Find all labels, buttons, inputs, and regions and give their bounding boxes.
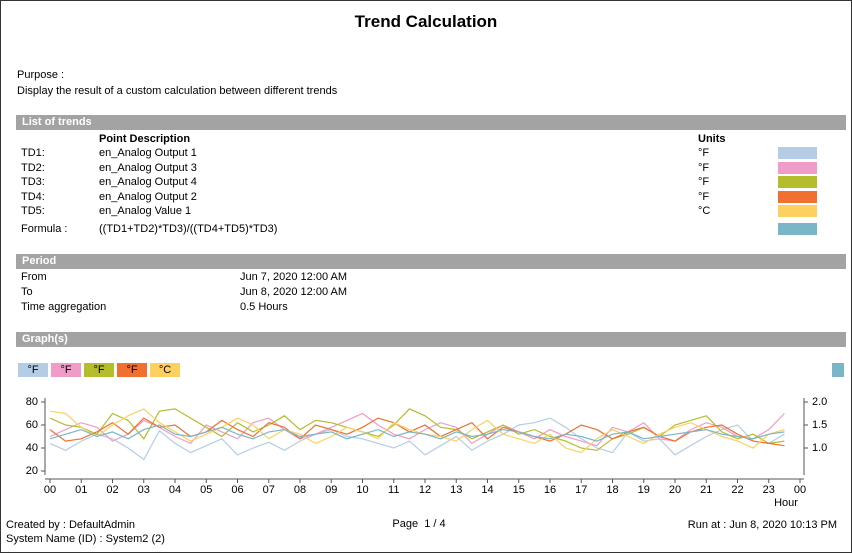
series-line — [49, 408, 785, 451]
period-value: Jun 7, 2020 12:00 AM — [240, 271, 348, 283]
period-value: 0.5 Hours — [240, 301, 288, 313]
x-tick-label: 03 — [138, 484, 150, 496]
series-line — [49, 417, 785, 461]
section-bar: List of trends — [16, 115, 846, 130]
legend-item: °F — [18, 363, 48, 377]
trend-description: en_Analog Value 1 — [99, 205, 192, 217]
trend-id: TD2: — [21, 161, 45, 174]
legend-item: °F — [51, 363, 81, 377]
purpose-label: Purpose : — [17, 69, 65, 81]
x-tick-label: 22 — [731, 484, 743, 496]
x-tick-label: 02 — [106, 484, 118, 496]
color-swatch — [778, 190, 817, 203]
trend-units: °F — [698, 147, 710, 159]
x-tick-label: 12 — [419, 484, 431, 496]
x-tick-label: 16 — [544, 484, 556, 496]
column-header: Point Description — [99, 133, 191, 145]
x-tick-label: 10 — [356, 484, 368, 496]
x-tick-label: 09 — [325, 484, 337, 496]
trend-id: TD3: — [21, 176, 45, 188]
page-number: Page 1 / 4 — [392, 518, 446, 530]
section-bar: Graph(s) — [16, 332, 846, 347]
trend-id: TD5: — [21, 205, 45, 217]
trend-description: en_Analog Output 1 — [99, 147, 197, 159]
series-line — [49, 424, 785, 442]
y-tick-label: 40 — [26, 442, 38, 454]
x-tick-label: 19 — [638, 484, 650, 496]
purpose-text: Display the result of a custom calculati… — [17, 85, 338, 97]
trend-description: en_Analog Output 4 — [99, 176, 197, 188]
x-tick-label: 18 — [606, 484, 618, 496]
series-line — [49, 412, 785, 447]
color-swatch — [778, 205, 817, 217]
column-header: Units — [698, 133, 726, 145]
y2-tick-label: 2.0 — [812, 396, 827, 408]
x-tick-label: 21 — [700, 484, 712, 496]
x-tick-label: 00 — [44, 484, 56, 496]
run-at: Run at : Jun 8, 2020 10:13 PM — [687, 519, 837, 531]
x-tick-label: 11 — [388, 484, 399, 496]
x-tick-label: 13 — [450, 484, 462, 496]
trend-units: °C — [698, 205, 711, 217]
x-tick-label: 06 — [231, 484, 243, 496]
period-label: To — [21, 286, 33, 298]
x-tick-label: 04 — [169, 484, 181, 496]
legend-item: °F — [117, 363, 147, 377]
trend-units: °F — [698, 190, 710, 203]
y-tick-label: 80 — [26, 396, 38, 408]
y-tick-label: 60 — [26, 419, 38, 431]
formula-label: Formula : — [21, 223, 68, 235]
color-swatch — [778, 176, 817, 188]
x-tick-label: 17 — [575, 484, 587, 496]
period-label: From — [21, 271, 47, 283]
system-name: System Name (ID) : System2 (2) — [6, 533, 165, 545]
legend-item: °F — [84, 363, 114, 377]
legend-item — [832, 363, 844, 377]
section-bar: Period — [16, 254, 846, 269]
x-tick-label: 20 — [669, 484, 681, 496]
x-axis-label: Hour — [774, 497, 798, 509]
series-line — [49, 417, 785, 447]
created-by: Created by : DefaultAdmin — [6, 519, 136, 531]
y2-tick-label: 1.0 — [812, 442, 827, 454]
color-swatch — [778, 161, 817, 174]
trend-description: en_Analog Output 2 — [99, 190, 197, 203]
trend-units: °F — [698, 161, 710, 174]
x-tick-label: 23 — [763, 484, 775, 496]
period-label: Time aggregation — [21, 301, 107, 313]
period-value: Jun 8, 2020 12:00 AM — [240, 286, 348, 298]
y-tick-label: 20 — [26, 465, 38, 477]
color-swatch — [778, 223, 817, 235]
x-tick-label: 15 — [513, 484, 525, 496]
x-tick-label: 14 — [481, 484, 493, 496]
x-tick-label: 01 — [75, 484, 87, 496]
x-tick-label: 07 — [263, 484, 275, 496]
trend-id: TD1: — [21, 147, 45, 159]
report-title: Trend Calculation — [354, 12, 498, 31]
y2-tick-label: 1.5 — [812, 419, 827, 431]
trend-units: °F — [698, 176, 710, 188]
trend-id: TD4: — [21, 190, 45, 203]
formula: ((TD1+TD2)*TD3)/((TD4+TD5)*TD3) — [99, 223, 278, 235]
x-tick-label: 08 — [294, 484, 306, 496]
x-tick-label: 00 — [794, 484, 806, 496]
series-line — [49, 408, 785, 454]
legend-item: °C — [150, 363, 180, 377]
x-tick-label: 05 — [200, 484, 212, 496]
color-swatch — [778, 147, 817, 159]
trend-description: en_Analog Output 3 — [99, 161, 197, 174]
